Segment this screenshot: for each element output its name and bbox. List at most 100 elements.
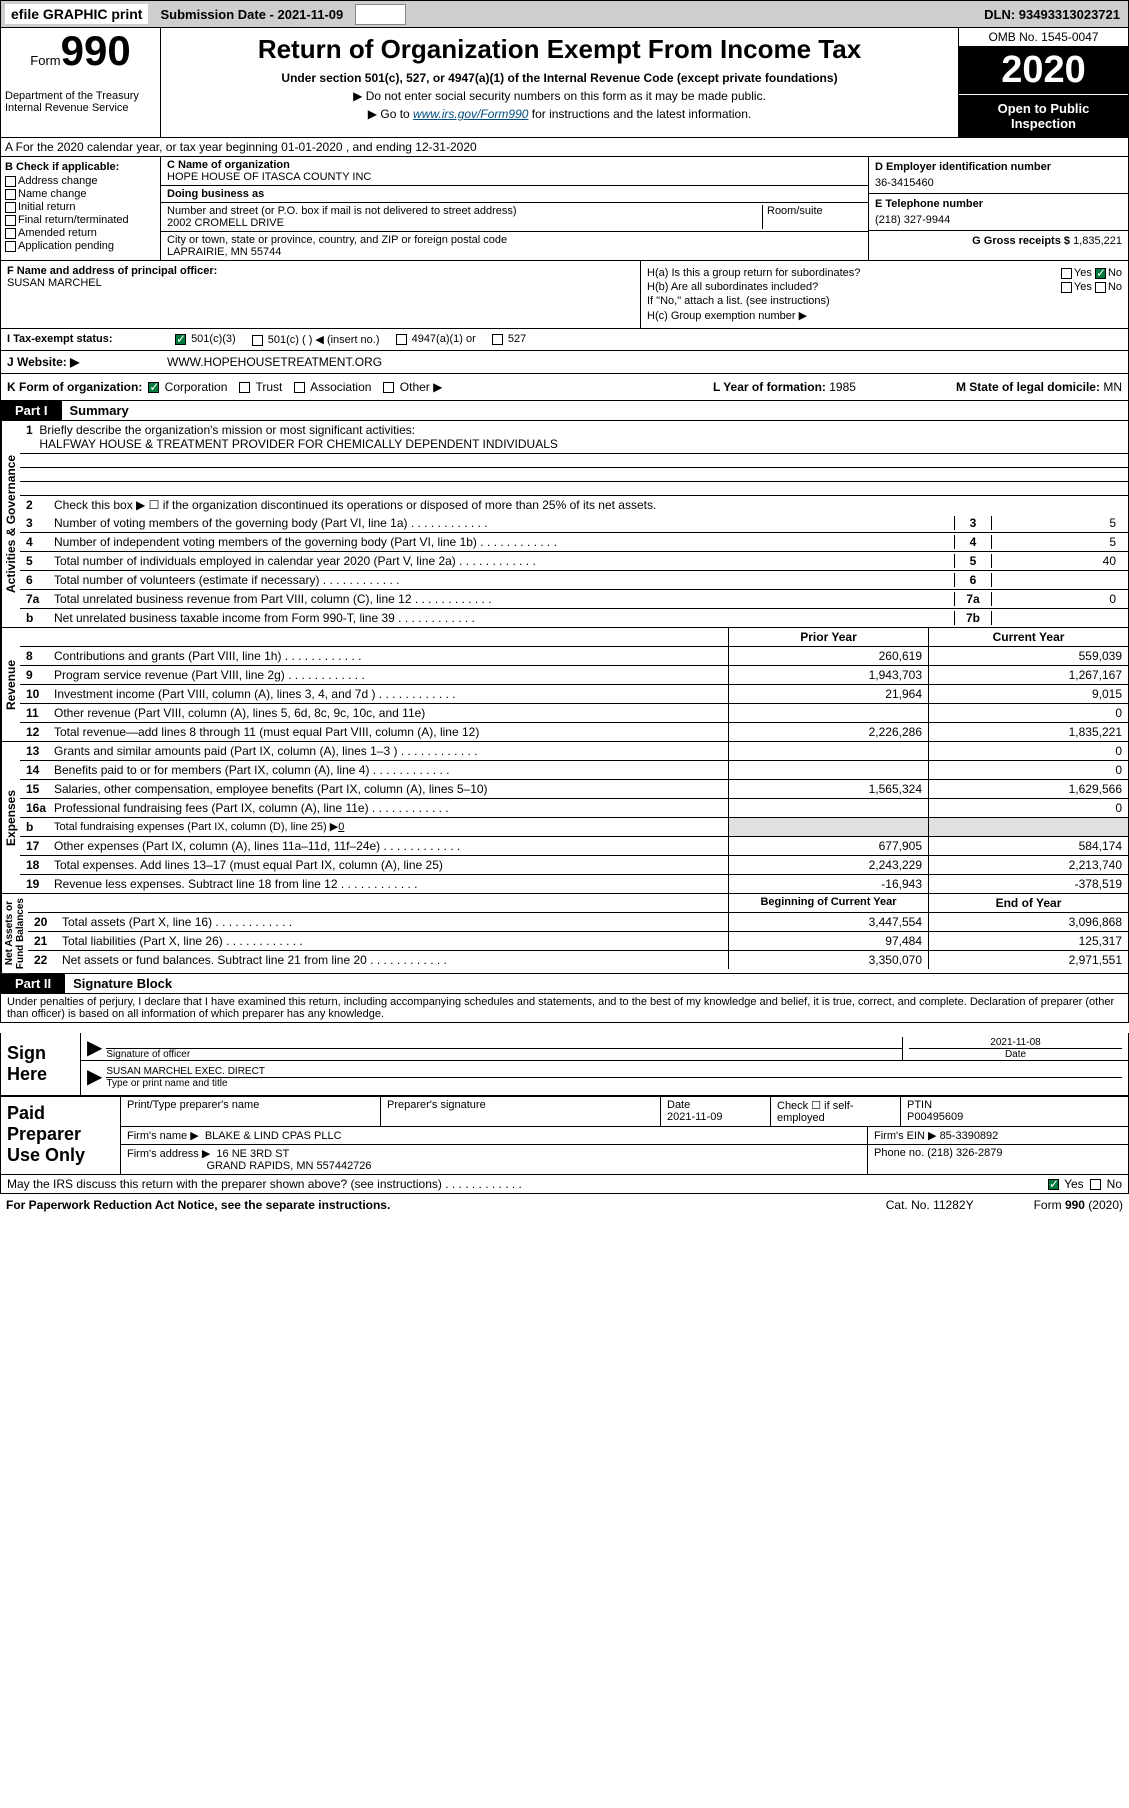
- c-city-row: City or town, state or province, country…: [161, 232, 868, 260]
- sig-officer-row: ▶ Signature of officer 2021-11-08Date: [81, 1033, 1128, 1061]
- col-b: B Check if applicable: Address change Na…: [1, 157, 161, 260]
- b-initial-return[interactable]: Initial return: [5, 201, 156, 213]
- mission-blank-2: [20, 468, 1128, 482]
- form-id-block: Form990 Department of the Treasury Inter…: [1, 28, 161, 137]
- form-warn1: ▶ Do not enter social security numbers o…: [165, 89, 954, 103]
- col-c: C Name of organization HOPE HOUSE OF ITA…: [161, 157, 868, 260]
- blank-button-1[interactable]: [355, 4, 406, 25]
- b-app-pending[interactable]: Application pending: [5, 240, 156, 252]
- row-a-text: A For the 2020 calendar year, or tax yea…: [1, 138, 481, 156]
- warn2-pre: ▶ Go to: [368, 107, 413, 121]
- line21: 21Total liabilities (Part X, line 26)97,…: [28, 932, 1128, 951]
- dept-treasury: Department of the Treasury Internal Reve…: [5, 90, 156, 114]
- form-title-block: Return of Organization Exempt From Incom…: [161, 28, 958, 137]
- c-street-row: Number and street (or P.O. box if mail i…: [161, 203, 868, 232]
- firm-ein-cell: Firm's EIN ▶ 85-3390892: [868, 1127, 1128, 1144]
- form-warn2: ▶ Go to www.irs.gov/Form990 for instruct…: [165, 107, 954, 121]
- c-city-value: LAPRAIRIE, MN 55744: [167, 246, 862, 258]
- prep-row-3: Firm's address ▶ 16 NE 3RD ST GRAND RAPI…: [121, 1145, 1128, 1174]
- e-phone-value: (218) 327-9944: [875, 214, 1122, 226]
- line20: 20Total assets (Part X, line 16)3,447,55…: [28, 913, 1128, 932]
- k-other[interactable]: Other ▶: [383, 380, 442, 394]
- line16b: bTotal fundraising expenses (Part IX, co…: [20, 818, 1128, 837]
- k-corp[interactable]: Corporation: [148, 380, 227, 394]
- paid-preparer-block: Paid Preparer Use Only Print/Type prepar…: [0, 1096, 1129, 1175]
- b-amended[interactable]: Amended return: [5, 227, 156, 239]
- ha-no-checkbox[interactable]: [1095, 268, 1106, 279]
- header-right: OMB No. 1545-0047 2020 Open to Public In…: [958, 28, 1128, 137]
- line16a: 16aProfessional fundraising fees (Part I…: [20, 799, 1128, 818]
- g-gross-value: 1,835,221: [1073, 235, 1122, 247]
- i-label: I Tax-exempt status:: [7, 333, 167, 346]
- tax-year-box: 2020: [959, 47, 1128, 94]
- hb-no-checkbox[interactable]: [1095, 282, 1106, 293]
- j-label: J Website: ▶: [7, 355, 167, 369]
- side-label-netassets: Net Assets or Fund Balances: [1, 894, 28, 973]
- l-block: L Year of formation: 1985: [713, 380, 956, 394]
- line5: 5Total number of individuals employed in…: [20, 552, 1128, 571]
- c-dba-row: Doing business as: [161, 186, 868, 203]
- hb-label: H(b) Are all subordinates included?: [647, 281, 818, 293]
- c-city-label: City or town, state or province, country…: [167, 234, 862, 246]
- i-527[interactable]: 527: [492, 333, 526, 346]
- row-a-tax-year: A For the 2020 calendar year, or tax yea…: [0, 138, 1129, 157]
- b-name-change[interactable]: Name change: [5, 188, 156, 200]
- ha-yes-checkbox[interactable]: [1061, 268, 1072, 279]
- part2-badge: Part II: [1, 974, 65, 993]
- i-501c3[interactable]: 501(c)(3): [175, 333, 236, 346]
- section-b-thru-g: B Check if applicable: Address change Na…: [0, 157, 1129, 261]
- page-footer: For Paperwork Reduction Act Notice, see …: [0, 1194, 1129, 1216]
- b-heading: B Check if applicable:: [5, 161, 156, 173]
- b-final-return[interactable]: Final return/terminated: [5, 214, 156, 226]
- discuss-no-checkbox[interactable]: [1090, 1179, 1101, 1190]
- row-j-website: J Website: ▶ WWW.HOPEHOUSETREATMENT.ORG: [0, 351, 1129, 374]
- b-address-change[interactable]: Address change: [5, 175, 156, 187]
- firm-phone-cell: Phone no. (218) 326-2879: [868, 1145, 1128, 1174]
- firm-name-cell: Firm's name ▶ BLAKE & LIND CPAS PLLC: [121, 1127, 868, 1144]
- line10: 10Investment income (Part VIII, column (…: [20, 685, 1128, 704]
- i-501c[interactable]: 501(c) ( ) ◀ (insert no.): [252, 333, 380, 346]
- e-phone-label: E Telephone number: [875, 198, 1122, 210]
- line12: 12Total revenue—add lines 8 through 11 (…: [20, 723, 1128, 741]
- part2-title: Signature Block: [65, 974, 180, 993]
- f-value: SUSAN MARCHEL: [7, 277, 634, 289]
- line4: 4Number of independent voting members of…: [20, 533, 1128, 552]
- revenue-head: Prior YearCurrent Year: [20, 628, 1128, 647]
- hb-line: H(b) Are all subordinates included? Yes …: [647, 281, 1122, 293]
- part2-header: Part II Signature Block: [0, 974, 1129, 994]
- irs-link[interactable]: www.irs.gov/Form990: [413, 107, 528, 121]
- firm-addr-cell: Firm's address ▶ 16 NE 3RD ST GRAND RAPI…: [121, 1145, 868, 1174]
- tax-year: 2020: [1001, 49, 1086, 92]
- line19: 19Revenue less expenses. Subtract line 1…: [20, 875, 1128, 893]
- submission-date: Submission Date - 2021-11-09: [152, 5, 351, 24]
- perjury-declaration: Under penalties of perjury, I declare th…: [0, 994, 1129, 1023]
- line18: 18Total expenses. Add lines 13–17 (must …: [20, 856, 1128, 875]
- prep-ptin-cell: PTINP00495609: [901, 1097, 1128, 1126]
- discuss-row: May the IRS discuss this return with the…: [0, 1175, 1129, 1194]
- c-dba-label: Doing business as: [167, 188, 862, 200]
- h-col: H(a) Is this a group return for subordin…: [641, 261, 1128, 328]
- k-assoc[interactable]: Association: [294, 380, 371, 394]
- side-label-expenses: Expenses: [1, 742, 20, 893]
- side-label-revenue: Revenue: [1, 628, 20, 741]
- c-street-label: Number and street (or P.O. box if mail i…: [167, 205, 762, 217]
- mission-blank-3: [20, 482, 1128, 496]
- c-name-row: C Name of organization HOPE HOUSE OF ITA…: [161, 157, 868, 186]
- discuss-yes-checkbox[interactable]: [1048, 1179, 1059, 1190]
- c-street-value: 2002 CROMELL DRIVE: [167, 217, 762, 229]
- line6: 6Total number of volunteers (estimate if…: [20, 571, 1128, 590]
- form-word: Form: [30, 53, 60, 68]
- m-block: M State of legal domicile: MN: [956, 380, 1122, 394]
- top-bar: efile GRAPHIC print Submission Date - 20…: [0, 0, 1129, 28]
- side-label-ag: Activities & Governance: [1, 421, 20, 627]
- ha-label: H(a) Is this a group return for subordin…: [647, 267, 860, 279]
- sig-date-label: Date: [909, 1048, 1122, 1060]
- prep-selfemp-cell[interactable]: Check ☐ if self-employed: [771, 1097, 901, 1126]
- part1-revenue: Revenue Prior YearCurrent Year 8Contribu…: [0, 628, 1129, 742]
- hb-yes-checkbox[interactable]: [1061, 282, 1072, 293]
- signer-name: SUSAN MARCHEL EXEC. DIRECT: [106, 1066, 1122, 1077]
- line1: 1 Briefly describe the organization's mi…: [20, 421, 1128, 454]
- i-4947[interactable]: 4947(a)(1) or: [396, 333, 476, 346]
- k-trust[interactable]: Trust: [239, 380, 282, 394]
- sig-name-row: ▶ SUSAN MARCHEL EXEC. DIRECTType or prin…: [81, 1061, 1128, 1089]
